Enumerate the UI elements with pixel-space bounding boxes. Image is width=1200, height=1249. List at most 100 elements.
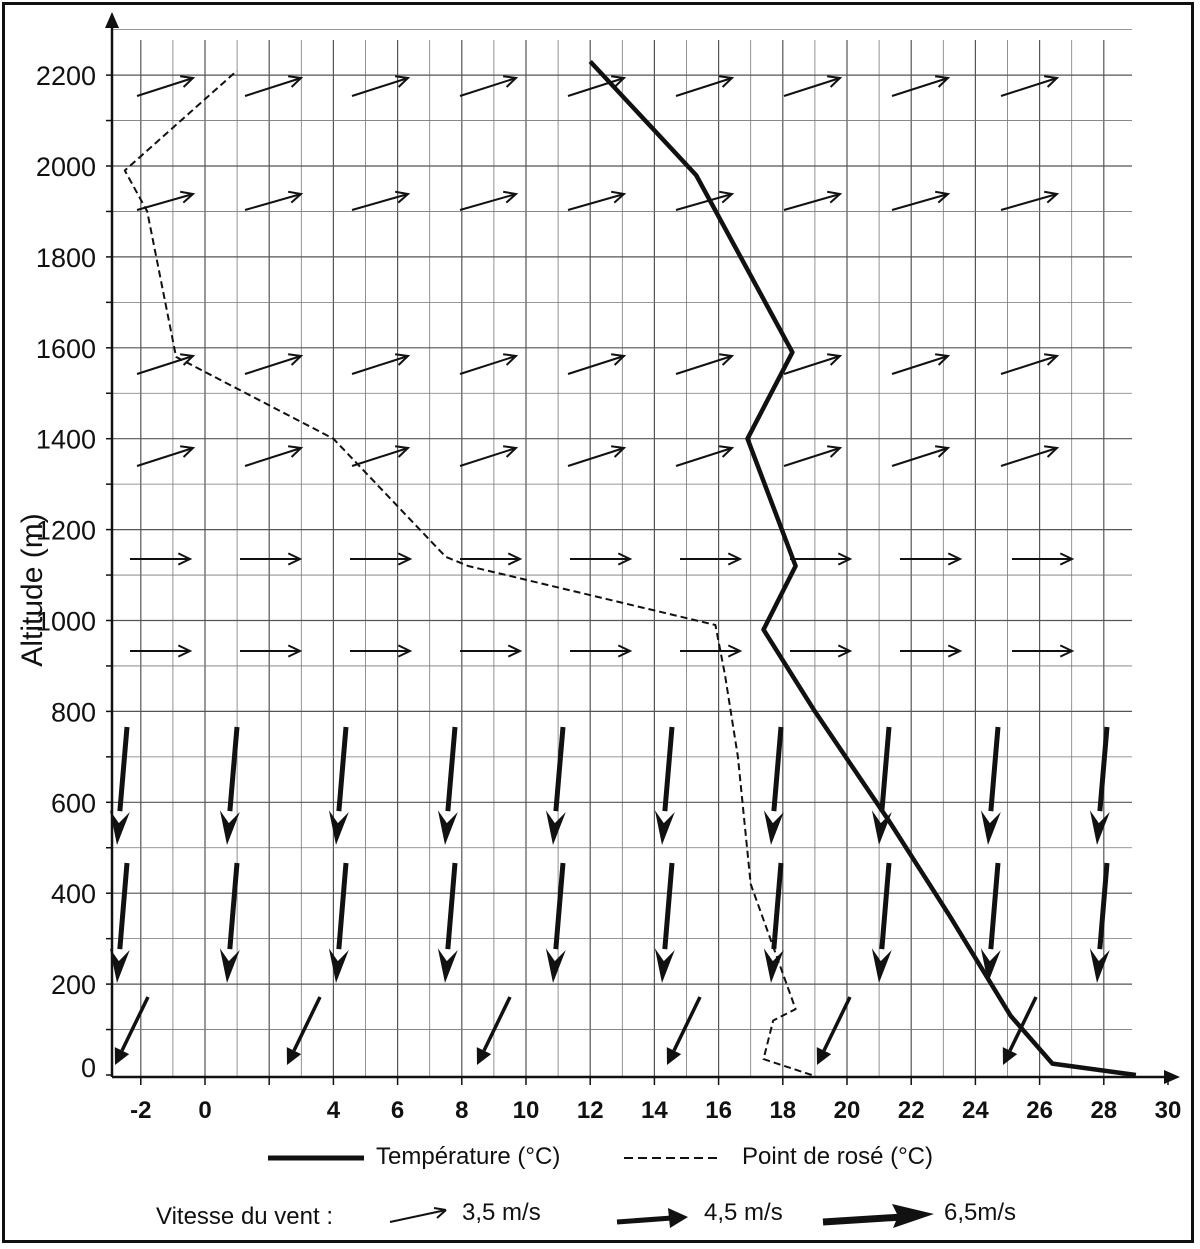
series-lines: [123, 59, 1137, 1078]
wind-arrow-6-5: [980, 726, 1001, 845]
wind-arrow-3-5: [244, 190, 304, 211]
wind-arrow-3-5: [1012, 552, 1075, 566]
wind-arrow-3-5: [783, 190, 843, 211]
wind-arrow-3-5: [460, 644, 523, 658]
legend-arrow-large: [822, 1204, 934, 1228]
wind-arrow-6-5: [654, 726, 675, 845]
wind-arrow-6-5: [545, 726, 566, 845]
x-tick-label: 8: [455, 1097, 468, 1124]
wind-arrow-6-5: [1089, 726, 1110, 845]
x-tick-label: 26: [1026, 1097, 1053, 1124]
x-tick-label: 4: [327, 1097, 341, 1124]
wind-arrow-4-5: [816, 996, 852, 1065]
y-tick-label: 800: [51, 697, 96, 727]
legend-arrow-small: [389, 1207, 447, 1223]
wind-arrow-3-5: [1012, 644, 1075, 658]
x-tick-label: 20: [834, 1097, 861, 1124]
wind-arrow-3-5: [675, 75, 735, 97]
legend: Température (°C) Point de rosé (°C) Vite…: [156, 1143, 1016, 1230]
x-tick-label: -2: [130, 1097, 151, 1124]
wind-arrow-3-5: [459, 445, 519, 467]
wind-arrow-4-5: [286, 996, 322, 1065]
legend-speed-medium: 4,5 m/s: [704, 1199, 783, 1226]
x-tick-label: 12: [577, 1097, 604, 1124]
wind-arrow-3-5: [351, 75, 411, 97]
y-tick-label: 0: [81, 1053, 96, 1083]
y-tick-label: 1600: [36, 334, 96, 364]
wind-arrow-3-5: [567, 353, 627, 375]
wind-arrow-3-5: [130, 644, 193, 658]
x-tick-label: 10: [513, 1097, 540, 1124]
wind-arrow-6-5: [109, 726, 130, 845]
wind-arrow-3-5: [351, 353, 411, 375]
wind-arrow-6-5: [328, 862, 349, 983]
axes: [105, 12, 1180, 1085]
wind-arrow-3-5: [675, 190, 735, 211]
wind-arrow-3-5: [783, 75, 843, 97]
wind-arrow-3-5: [790, 552, 853, 566]
wind-arrow-6-5: [219, 726, 240, 845]
x-tick-label: 22: [898, 1097, 925, 1124]
x-tick-label: 28: [1090, 1097, 1117, 1124]
wind-arrow-3-5: [244, 75, 304, 97]
wind-arrow-3-5: [567, 445, 627, 467]
wind-arrow-6-5: [219, 862, 240, 983]
y-tick-label: 1800: [36, 243, 96, 273]
wind-arrow-3-5: [891, 445, 951, 467]
wind-arrow-3-5: [680, 644, 743, 658]
legend-dew-label: Point de rosé (°C): [742, 1143, 933, 1170]
wind-arrow-3-5: [1000, 75, 1060, 97]
y-tick-label: 1200: [36, 516, 96, 546]
legend-wind-title: Vitesse du vent :: [156, 1203, 333, 1230]
wind-arrow-3-5: [891, 75, 951, 97]
wind-arrow-4-5: [1002, 996, 1038, 1065]
wind-arrow-3-5: [567, 190, 627, 211]
legend-arrow-medium: [616, 1208, 688, 1228]
wind-arrow-3-5: [1000, 353, 1060, 375]
wind-arrow-6-5: [763, 862, 784, 983]
x-tick-label: 6: [391, 1097, 404, 1124]
wind-arrows: [109, 75, 1110, 1065]
wind-arrow-3-5: [675, 353, 735, 375]
wind-arrow-3-5: [136, 190, 196, 211]
wind-arrow-3-5: [350, 552, 413, 566]
wind-arrow-3-5: [244, 353, 304, 375]
wind-arrow-3-5: [240, 552, 303, 566]
wind-arrow-4-5: [666, 996, 702, 1065]
wind-arrow-6-5: [545, 862, 566, 983]
wind-arrow-6-5: [654, 862, 675, 983]
wind-arrow-6-5: [328, 726, 349, 845]
wind-arrow-3-5: [351, 190, 411, 211]
y-tick-label: 400: [51, 879, 96, 909]
wind-arrow-3-5: [351, 445, 411, 467]
wind-arrow-3-5: [240, 644, 303, 658]
wind-arrow-3-5: [136, 445, 196, 467]
wind-arrow-3-5: [459, 353, 519, 375]
wind-arrow-6-5: [871, 862, 892, 983]
y-tick-label: 1000: [36, 607, 96, 637]
y-tick-label: 1400: [36, 425, 96, 455]
wind-arrow-3-5: [570, 552, 633, 566]
wind-arrow-6-5: [871, 726, 892, 845]
wind-arrow-3-5: [459, 75, 519, 97]
x-tick-label: 30: [1155, 1097, 1182, 1124]
x-tick-label: 18: [769, 1097, 796, 1124]
wind-arrow-6-5: [437, 726, 458, 845]
wind-arrow-3-5: [350, 644, 413, 658]
legend-speed-large: 6,5m/s: [944, 1199, 1016, 1226]
wind-arrow-3-5: [891, 353, 951, 375]
wind-arrow-3-5: [900, 552, 963, 566]
wind-arrow-3-5: [1000, 190, 1060, 211]
wind-arrow-6-5: [109, 862, 130, 983]
wind-arrow-3-5: [570, 644, 633, 658]
wind-arrow-3-5: [459, 190, 519, 211]
y-tick-label: 2000: [36, 152, 96, 182]
temperature-line: [588, 59, 1137, 1078]
x-tick-label: 0: [198, 1097, 211, 1124]
wind-arrow-3-5: [783, 445, 843, 467]
wind-arrow-3-5: [675, 445, 735, 467]
wind-arrow-3-5: [460, 552, 523, 566]
y-tick-label: 200: [51, 970, 96, 1000]
